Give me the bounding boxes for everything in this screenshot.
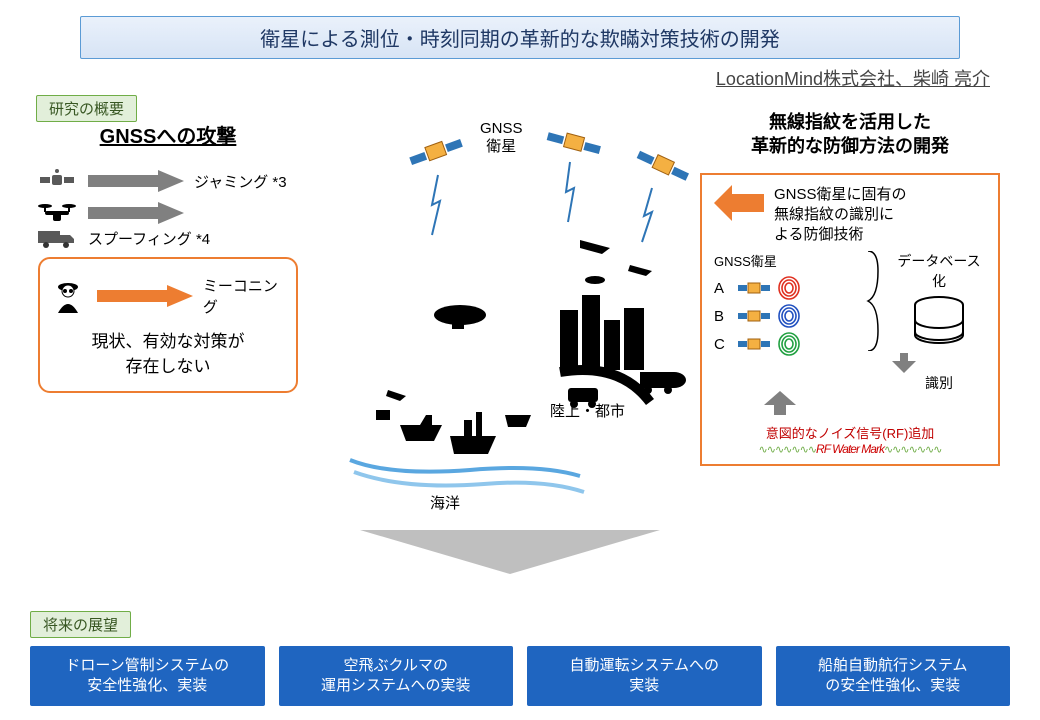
gnss-sat-header: GNSS衛星: [714, 251, 854, 270]
defense-description: GNSS衛星に固有の 無線指紋の識別に よる防御技術: [774, 185, 907, 246]
future-box-autodrive: 自動運転システムへの実装: [527, 646, 762, 707]
fingerprint-blue-icon: [778, 304, 800, 328]
mini-satellite-icon: [738, 306, 770, 326]
jamming-label: ジャミング *3: [194, 171, 287, 192]
big-down-arrow-icon: [360, 530, 660, 574]
signal-lightning-icon: [432, 162, 652, 242]
gnss-satellite-icon: [408, 135, 464, 167]
attack-row-jamming: ジャミング *3: [38, 167, 298, 195]
main-diagram-row: GNSSへの攻撃 ジャミング *3: [30, 120, 1010, 560]
orange-left-arrow-icon: [714, 185, 764, 221]
overview-tag: 研究の概要: [36, 95, 137, 122]
future-tag: 将来の展望: [30, 611, 131, 638]
gnss-satellite-icon: [636, 147, 691, 183]
city-land-icon: [434, 240, 686, 408]
water-wave-icon: [354, 472, 584, 492]
spy-person-icon: [50, 279, 87, 313]
gray-arrow-icon: [88, 170, 184, 192]
sat-row-c: C: [714, 332, 854, 356]
truck-attacker-icon: [38, 227, 78, 249]
right-defense-column: 無線指紋を活用した革新的な防御方法の開発 GNSS衛星に固有の 無線指紋の識別に…: [700, 110, 1000, 466]
down-arrow-small-icon: [892, 353, 986, 373]
sat-row-b: B: [714, 304, 854, 328]
fingerprint-green-icon: [778, 332, 800, 356]
gray-arrow-icon: [88, 202, 184, 224]
satellite-fingerprint-list: A B C: [714, 276, 854, 356]
meaconing-label: ミーコニング: [203, 275, 286, 317]
page-title: 衛星による測位・時刻同期の革新的な欺瞞対策技術の開発: [80, 16, 960, 59]
future-box-flyingcar: 空飛ぶクルマの運用システムへの実装: [279, 646, 514, 707]
database-label: データベース化: [892, 251, 986, 291]
ocean-label: 海洋: [430, 492, 460, 513]
attacks-title: GNSSへの攻撃: [38, 120, 298, 149]
defense-title: 無線指紋を活用した革新的な防御方法の開発: [700, 110, 1000, 159]
left-attacks-column: GNSSへの攻撃 ジャミング *3: [38, 120, 298, 393]
future-box-drone: ドローン管制システムの安全性強化、実装: [30, 646, 265, 707]
attack-row-spoofing-truck: スプーフィング *4: [38, 227, 298, 249]
future-boxes-row: ドローン管制システムの安全性強化、実装 空飛ぶクルマの運用システムへの実装 自動…: [30, 646, 1010, 707]
attack-row-spoofing-drone: [38, 201, 298, 225]
mini-satellite-icon: [738, 334, 770, 354]
meaconing-highlight-box: ミーコニング 現状、有効な対策が 存在しない: [38, 257, 298, 393]
future-box-ship: 船舶自動航行システムの安全性強化、実装: [776, 646, 1011, 707]
ocean-ships-icon: [376, 390, 531, 454]
defense-method-box: GNSS衛星に固有の 無線指紋の識別に よる防御技術 GNSS衛星 A: [700, 173, 1000, 467]
footer-future: 将来の展望 ドローン管制システムの安全性強化、実装 空飛ぶクルマの運用システムへ…: [30, 611, 1010, 707]
attack-row-meaconing: ミーコニング: [50, 275, 286, 317]
up-arrow-icon: [764, 391, 986, 415]
meaconing-note: 現状、有効な対策が 存在しない: [50, 327, 286, 377]
water-wave-icon: [350, 460, 580, 476]
mini-satellite-icon: [738, 278, 770, 298]
center-scene: GNSS衛星: [330, 120, 710, 560]
orange-arrow-icon: [97, 285, 193, 307]
meaconing-note-l2: 存在しない: [50, 352, 286, 377]
rf-noise-note: 意図的なノイズ信号(RF)追加: [714, 423, 986, 442]
database-icon: [909, 295, 969, 349]
land-city-label: 陸上・都市: [550, 400, 625, 421]
curly-brace-icon: [864, 251, 882, 351]
satellite-attacker-icon: [38, 167, 78, 195]
sat-row-a: A: [714, 276, 854, 300]
drone-attacker-icon: [38, 201, 78, 225]
identify-label: 識別: [892, 373, 986, 393]
fingerprint-red-icon: [778, 276, 800, 300]
gnss-satellite-icon: [546, 128, 602, 155]
meaconing-note-l1: 現状、有効な対策が: [50, 327, 286, 352]
spoofing-label: スプーフィング *4: [88, 228, 210, 249]
company-author: LocationMind株式会社、柴崎 亮介: [30, 65, 990, 91]
rf-watermark-graphic: ∿∿∿∿∿∿∿RF Water Mark∿∿∿∿∿∿∿: [714, 442, 986, 456]
